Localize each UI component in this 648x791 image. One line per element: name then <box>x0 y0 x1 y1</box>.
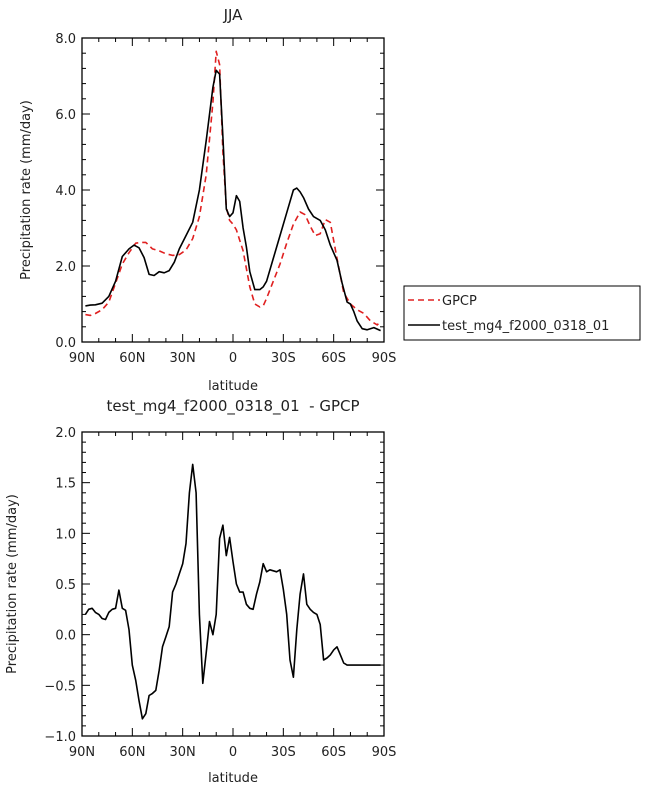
top-x-axis-label: latitude <box>208 379 258 394</box>
x-tick-label: 30S <box>271 745 296 760</box>
y-tick-label: 8.0 <box>55 32 76 47</box>
x-tick-label: 30N <box>170 351 196 366</box>
bottom-x-axis-label: latitude <box>208 771 258 786</box>
plot-frame <box>81 37 385 343</box>
series-line-diff-0 <box>84 463 381 720</box>
legend-label-model: test_mg4_f2000_0318_01 <box>442 319 609 334</box>
x-tick-label: 30S <box>271 351 296 366</box>
series-line-gpcp <box>85 50 382 326</box>
y-tick-label: 2.0 <box>55 260 76 275</box>
series-line-test-mg4-f2000-0318-01 <box>85 69 381 332</box>
y-tick-label: 4.0 <box>55 184 76 199</box>
x-tick-label: 90N <box>69 745 95 760</box>
legend: GPCP test_mg4_f2000_0318_01 <box>403 285 641 341</box>
x-tick-label: 0 <box>229 351 237 366</box>
x-tick-label: 60S <box>321 351 346 366</box>
top-series-lines <box>85 50 382 332</box>
legend-label-gpcp: GPCP <box>442 294 477 309</box>
top-y-axis-label: Precipitation rate (mm/day) <box>19 100 34 280</box>
bottom-series-lines <box>84 463 381 720</box>
bottom-panel: test_mg4_f2000_0318_01 - GPCP Precipitat… <box>5 397 396 786</box>
x-tick-label: 30N <box>170 745 196 760</box>
y-tick-label: 0.0 <box>55 629 76 644</box>
x-tick-label: 90N <box>69 351 95 366</box>
y-tick-label: 0.0 <box>55 336 76 351</box>
x-tick-label: 90S <box>372 745 397 760</box>
plot-frame <box>81 431 385 737</box>
y-tick-label: 6.0 <box>55 108 76 123</box>
y-tick-label: 1.5 <box>55 477 76 492</box>
top-chart-title: JJA <box>223 6 244 24</box>
y-tick-label: 0.5 <box>55 578 76 593</box>
top-panel: JJA Precipitation rate (mm/day) latitude… <box>19 6 396 394</box>
legend-box <box>403 285 641 341</box>
y-tick-label: −1.0 <box>44 730 76 745</box>
y-tick-label: 1.0 <box>55 527 76 542</box>
bottom-y-axis-label: Precipitation rate (mm/day) <box>5 494 20 674</box>
x-tick-label: 60S <box>321 745 346 760</box>
x-tick-label: 60N <box>119 745 145 760</box>
bottom-chart-title: test_mg4_f2000_0318_01 - GPCP <box>106 397 359 416</box>
y-tick-label: −0.5 <box>44 679 76 694</box>
top-axis-ticks: 90N 60N 30N 0 30S 60S 90S 0.0 2.0 4.0 6.0 8.0 <box>55 32 396 366</box>
x-tick-label: 0 <box>229 745 237 760</box>
y-tick-label: 2.0 <box>55 426 76 441</box>
x-tick-label: 60N <box>119 351 145 366</box>
bottom-axis-ticks: 90N 60N 30N 0 30S 60S 90S −1.0 −0.5 0.0 0.5 1.0 1.5 2… <box>44 426 396 760</box>
x-tick-label: 90S <box>372 351 397 366</box>
